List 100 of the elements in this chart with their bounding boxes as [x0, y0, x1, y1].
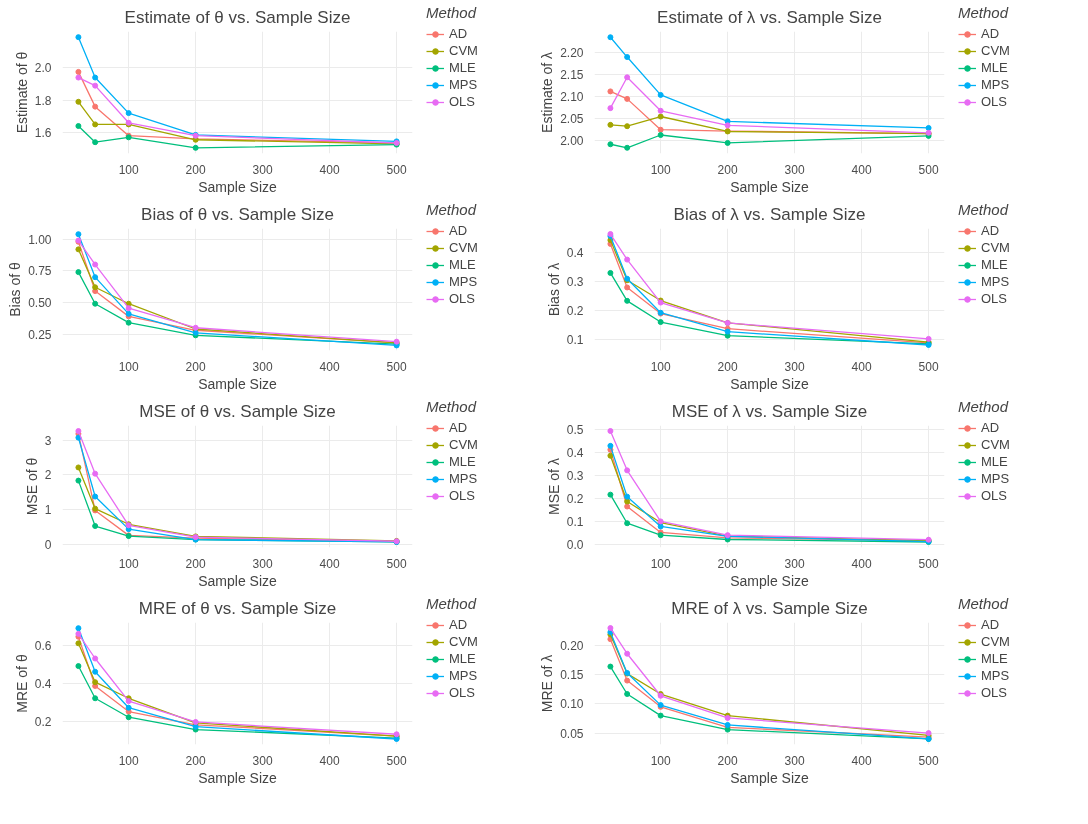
- x-tick-label: 100: [118, 162, 139, 177]
- y-tick-label: 0.0: [566, 537, 584, 552]
- y-tick-label: 0.1: [566, 333, 584, 348]
- x-tick-label: 300: [252, 556, 273, 571]
- y-tick-label: 0.05: [560, 726, 584, 741]
- x-tick-label: 200: [185, 753, 206, 768]
- x-tick-label: 500: [918, 753, 939, 768]
- legend-label: OLS: [449, 488, 476, 503]
- legend-label: MPS: [449, 77, 478, 92]
- y-tick-label: 2.05: [560, 112, 584, 127]
- x-tick-label: 100: [650, 556, 671, 571]
- y-tick-label: 2.20: [560, 46, 584, 61]
- legend-label: MLE: [449, 60, 476, 75]
- x-tick-label: 500: [918, 162, 939, 177]
- x-tick-label: 200: [717, 359, 738, 374]
- x-tick-label: 500: [386, 162, 407, 177]
- y-tick-label: 1.6: [34, 125, 52, 140]
- y-tick-label: 0.3: [566, 275, 584, 290]
- legend-label: AD: [981, 223, 1001, 238]
- y-tick-label: 0.1: [566, 514, 584, 529]
- chart-title: Bias of λ vs. Sample Size: [673, 204, 866, 224]
- y-tick-label: 0.15: [560, 668, 584, 683]
- y-tick-label: 0.3: [566, 469, 584, 484]
- y-tick-label: 0.25: [28, 327, 52, 342]
- x-tick-label: 500: [918, 359, 939, 374]
- y-axis-title: MSE of λ: [545, 458, 562, 515]
- y-tick-label: 0.2: [566, 492, 584, 507]
- legend-label: AD: [981, 617, 1001, 632]
- x-tick-label: 100: [118, 556, 139, 571]
- x-tick-label: 300: [784, 753, 805, 768]
- legend-label: OLS: [449, 685, 476, 700]
- legend-label: OLS: [981, 94, 1008, 109]
- legend-label: MLE: [449, 257, 476, 272]
- y-axis-title: MRE of θ: [13, 654, 30, 713]
- x-tick-label: 200: [185, 359, 206, 374]
- legend-title: Method: [426, 4, 478, 21]
- x-axis-title: Sample Size: [198, 769, 278, 786]
- x-tick-label: 500: [918, 556, 939, 571]
- x-tick-label: 400: [851, 162, 872, 177]
- y-tick-label: 2.00: [560, 134, 584, 149]
- x-tick-label: 400: [851, 359, 872, 374]
- x-tick-label: 100: [650, 162, 671, 177]
- y-tick-label: 0.2: [34, 714, 52, 729]
- y-tick-label: 1.8: [34, 93, 52, 108]
- legend-label: OLS: [981, 488, 1008, 503]
- y-tick-label: 0.10: [560, 697, 584, 712]
- legend-label: CVM: [449, 437, 478, 452]
- x-tick-label: 300: [784, 162, 805, 177]
- y-tick-label: 0.20: [560, 639, 584, 654]
- y-axis-title: MRE of λ: [539, 654, 556, 713]
- x-tick-label: 400: [319, 162, 340, 177]
- x-tick-label: 500: [386, 556, 407, 571]
- legend-label: MLE: [981, 651, 1008, 666]
- legend-label: AD: [449, 223, 469, 238]
- x-axis-title: Sample Size: [198, 375, 278, 392]
- x-tick-label: 300: [784, 556, 805, 571]
- y-tick-label: 0.6: [34, 638, 52, 653]
- legend-label: MPS: [981, 668, 1010, 683]
- legend-title: Method: [958, 595, 1010, 612]
- x-tick-label: 400: [319, 359, 340, 374]
- x-axis-title: Sample Size: [730, 769, 810, 786]
- y-axis-title: Estimate of λ: [539, 52, 556, 133]
- legend-label: CVM: [981, 634, 1010, 649]
- x-tick-label: 100: [650, 359, 671, 374]
- legend-label: AD: [449, 420, 469, 435]
- x-tick-label: 200: [717, 556, 738, 571]
- legend-title: Method: [426, 201, 478, 218]
- legend-label: CVM: [449, 634, 478, 649]
- legend-label: OLS: [449, 94, 476, 109]
- x-tick-label: 500: [386, 359, 407, 374]
- y-tick-label: 2.15: [560, 68, 584, 83]
- x-axis-title: Sample Size: [730, 375, 810, 392]
- legend-label: MLE: [981, 454, 1008, 469]
- legend-label: MLE: [449, 651, 476, 666]
- x-tick-label: 100: [118, 359, 139, 374]
- y-tick-label: 0.4: [566, 446, 584, 461]
- y-tick-label: 1.00: [28, 232, 52, 247]
- legend-label: MPS: [449, 668, 478, 683]
- y-axis-title: MSE of θ: [23, 457, 40, 516]
- y-tick-label: 1: [44, 502, 52, 517]
- legend-label: MLE: [981, 257, 1008, 272]
- legend-label: CVM: [449, 43, 478, 58]
- legend-label: CVM: [449, 240, 478, 255]
- x-tick-label: 400: [851, 753, 872, 768]
- y-axis-title: Estimate of θ: [13, 51, 30, 134]
- y-tick-label: 2.10: [560, 90, 584, 105]
- x-tick-label: 100: [118, 753, 139, 768]
- legend-label: CVM: [981, 437, 1010, 452]
- legend-label: AD: [981, 26, 1001, 41]
- x-axis-title: Sample Size: [730, 178, 810, 195]
- legend-title: Method: [958, 398, 1010, 415]
- x-axis-title: Sample Size: [198, 178, 278, 195]
- legend-label: CVM: [981, 43, 1010, 58]
- x-tick-label: 100: [650, 753, 671, 768]
- legend-label: AD: [449, 617, 469, 632]
- legend-title: Method: [426, 595, 478, 612]
- x-tick-label: 400: [319, 556, 340, 571]
- x-tick-label: 300: [252, 359, 273, 374]
- y-tick-label: 0.2: [566, 304, 584, 319]
- legend-label: MPS: [449, 471, 478, 486]
